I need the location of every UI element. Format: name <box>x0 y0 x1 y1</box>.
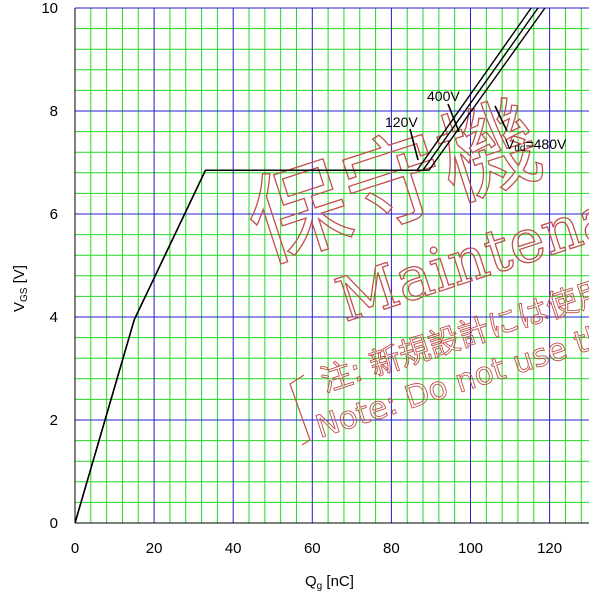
annotation-120v: 120V <box>385 114 418 130</box>
y-tick-label: 10 <box>41 0 58 17</box>
annotation-400v-leader <box>447 103 460 133</box>
x-tick-label: 0 <box>71 540 79 557</box>
y-tick-label: 6 <box>50 206 58 223</box>
y-axis-label: VGS [V] <box>11 265 30 312</box>
x-tick-label: 120 <box>537 540 562 557</box>
y-tick-label: 4 <box>50 309 58 326</box>
y-tick-label: 8 <box>50 103 58 120</box>
x-tick-labels: 0 20 40 60 80 100 120 <box>71 540 562 557</box>
y-tick-label: 0 <box>50 515 58 532</box>
watermark-bracket <box>289 374 311 446</box>
series-line-480v <box>75 8 546 523</box>
x-tick-label: 60 <box>304 540 321 557</box>
x-tick-label: 40 <box>225 540 242 557</box>
annotation-400v: 400V <box>427 88 460 104</box>
major-grid <box>75 7 589 523</box>
x-tick-label: 20 <box>146 540 163 557</box>
x-tick-label: 100 <box>458 540 483 557</box>
annotation-vdd-480v: Vdd=480V <box>505 136 567 154</box>
x-tick-label: 80 <box>383 540 400 557</box>
x-axis-label: Qg [nC] <box>305 573 354 592</box>
annotation-120v-leader <box>409 128 419 161</box>
y-tick-label: 2 <box>50 412 58 429</box>
y-tick-labels: 0 2 4 6 8 10 <box>41 0 58 532</box>
minor-grid <box>75 8 589 523</box>
series-group <box>75 8 546 523</box>
annotation-480v-leader <box>494 105 508 132</box>
